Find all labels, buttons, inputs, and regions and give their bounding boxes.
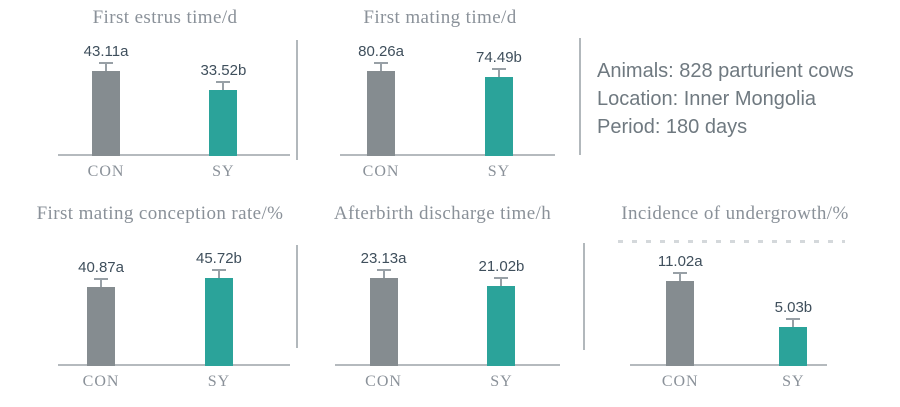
info-line-location: Location: Inner Mongolia bbox=[597, 88, 817, 110]
plot-area: 23.13a CON 21.02b SY bbox=[310, 230, 575, 392]
plot-area: 80.26a CON 74.49b SY bbox=[315, 32, 565, 182]
bar-value-label: 74.49b bbox=[476, 49, 522, 66]
bar-group-sy: 5.03b SY bbox=[775, 299, 813, 392]
category-label-con: CON bbox=[82, 373, 120, 390]
plot-area: 43.11a CON 33.52b SY bbox=[40, 32, 290, 182]
error-bar bbox=[211, 269, 226, 278]
bar-sy bbox=[209, 90, 238, 156]
x-axis-line bbox=[335, 364, 560, 366]
bar-group-con: 40.87a CON bbox=[78, 259, 124, 392]
error-bar bbox=[376, 269, 391, 278]
chart-first-estrus-time: First estrus time/d 43.11a CON 33.52b SY bbox=[40, 0, 290, 182]
bar-con bbox=[666, 281, 695, 366]
x-axis-line bbox=[58, 154, 290, 156]
bar-group-sy: 33.52b SY bbox=[200, 62, 246, 182]
info-line-animals: Animals: 828 parturient cows bbox=[597, 60, 854, 82]
bar-value-label: 80.26a bbox=[358, 43, 404, 60]
bar-group-sy: 74.49b SY bbox=[476, 49, 522, 182]
x-axis-line bbox=[340, 154, 555, 156]
bar-sy bbox=[779, 327, 808, 366]
bar-value-label: 21.02b bbox=[478, 258, 525, 275]
divider-line bbox=[579, 38, 581, 155]
chart-title: First estrus time/d bbox=[92, 7, 238, 28]
bar-value-label: 11.02a bbox=[657, 253, 703, 270]
category-label-sy: SY bbox=[212, 163, 235, 180]
bar-value-label: 33.52b bbox=[200, 62, 247, 79]
category-label-sy: SY bbox=[207, 373, 231, 390]
bar-con bbox=[369, 278, 398, 366]
clipped-text-artifact bbox=[618, 240, 845, 243]
bar-group-con: 23.13a CON bbox=[361, 250, 407, 392]
error-bar bbox=[94, 278, 109, 287]
plot-area: 40.87a CON 45.72b SY bbox=[20, 230, 300, 392]
bar-group-con: 11.02a CON bbox=[658, 253, 703, 392]
bar-con bbox=[92, 71, 121, 156]
error-bar bbox=[673, 272, 688, 281]
bar-value-label: 23.13a bbox=[360, 250, 407, 267]
chart-incidence-of-undergrowth: Incidence of undergrowth/% 11.02a CON 5.… bbox=[585, 196, 885, 392]
bar-value-label: 43.11a bbox=[83, 43, 129, 60]
divider-line bbox=[296, 40, 298, 160]
category-label-con: CON bbox=[87, 163, 125, 180]
bar-sy bbox=[484, 77, 513, 156]
error-bar bbox=[99, 62, 114, 71]
chart-title: Incidence of undergrowth/% bbox=[621, 203, 849, 224]
bar-group-sy: 21.02b SY bbox=[479, 258, 525, 392]
chart-first-mating-conception-rate: First mating conception rate/% 40.87a CO… bbox=[20, 196, 300, 392]
bar-value-label: 45.72b bbox=[196, 250, 242, 267]
category-label-sy: SY bbox=[487, 163, 511, 180]
bar-group-sy: 45.72b SY bbox=[196, 250, 242, 392]
chart-afterbirth-discharge-time: Afterbirth discharge time/h 23.13a CON 2… bbox=[310, 196, 575, 392]
x-axis-line bbox=[630, 364, 827, 366]
bar-sy bbox=[487, 286, 516, 366]
study-info-panel: Animals: 828 parturient cows Location: I… bbox=[597, 57, 892, 141]
x-axis-line bbox=[58, 364, 290, 366]
chart-title: First mating time/d bbox=[363, 7, 517, 28]
info-line-period: Period: 180 days bbox=[597, 116, 748, 138]
error-bar bbox=[216, 81, 231, 90]
error-bar bbox=[374, 62, 389, 71]
category-label-con: CON bbox=[365, 373, 402, 390]
bar-group-con: 43.11a CON bbox=[84, 43, 129, 182]
chart-title: First mating conception rate/% bbox=[36, 203, 284, 224]
divider-line bbox=[583, 243, 585, 350]
error-bar bbox=[494, 277, 509, 286]
divider-line bbox=[296, 245, 298, 348]
category-label-sy: SY bbox=[490, 373, 513, 390]
chart-title: Afterbirth discharge time/h bbox=[333, 203, 552, 224]
category-label-con: CON bbox=[362, 163, 400, 180]
bar-value-label: 40.87a bbox=[78, 259, 124, 276]
plot-area: 11.02a CON 5.03b SY bbox=[585, 230, 885, 392]
category-label-con: CON bbox=[661, 373, 699, 390]
category-label-sy: SY bbox=[782, 373, 805, 390]
bar-value-label: 5.03b bbox=[774, 299, 813, 316]
bar-sy bbox=[204, 278, 233, 366]
bar-group-con: 80.26a CON bbox=[358, 43, 404, 182]
error-bar bbox=[491, 68, 506, 77]
bar-con bbox=[367, 71, 396, 156]
error-bar bbox=[786, 318, 801, 327]
chart-first-mating-time: First mating time/d 80.26a CON 74.49b SY bbox=[315, 0, 565, 182]
bar-con bbox=[87, 287, 116, 366]
